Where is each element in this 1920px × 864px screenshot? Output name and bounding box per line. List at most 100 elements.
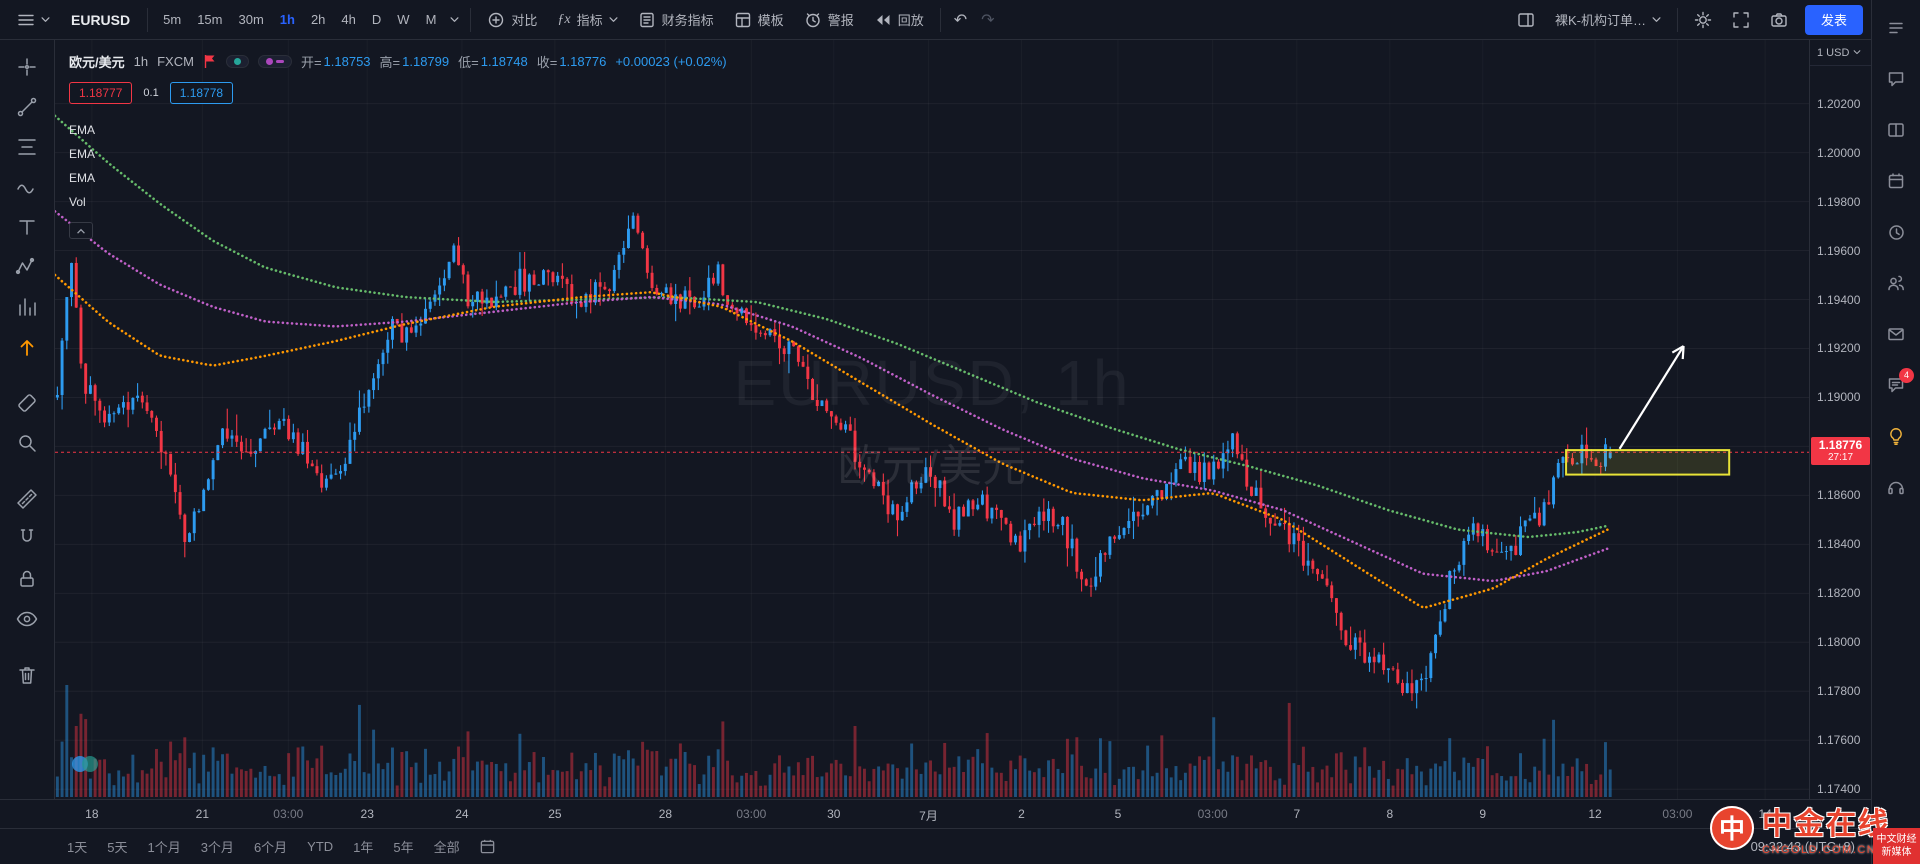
alert-clock-icon [805,12,820,27]
eraser-tool-icon[interactable] [14,390,40,416]
legend-high: 高= 1.18799 [379,54,450,70]
timeframe-2h[interactable]: 2h [303,5,333,35]
legend-open: 开= 1.18753 [300,54,371,70]
magnet-tool-icon[interactable] [14,526,40,552]
chart-legend: 欧元/美元 1h FXCM 开= 1.18753 高= 1.18799 低= 1.18… [69,52,727,71]
legend-collapse-button[interactable] [69,222,93,239]
range-button-8[interactable]: 全部 [433,840,460,855]
range-button-0[interactable]: 1天 [67,840,88,855]
watchlist-icon[interactable] [1884,16,1908,40]
chat-icon[interactable]: 4 [1884,368,1914,397]
cursor-tool-icon[interactable] [14,54,40,80]
purple-dot-icon [265,58,273,65]
templates-button[interactable]: 模板 [725,5,793,35]
marker-toggle-purple[interactable] [257,55,292,68]
sell-button[interactable]: 1.18777 [69,82,133,104]
buy-button[interactable]: 1.18778 [169,82,234,104]
indicator-row-ema-1[interactable]: EMA [69,147,96,161]
legend-exchange[interactable]: FXCM [157,54,194,69]
support-icon[interactable] [1884,475,1908,499]
last-price-tag: 1.18776 27:17 [1811,437,1870,466]
marker-toggle-green[interactable] [225,55,249,68]
quote-row: 1.18777 0.1 1.18778 [69,82,234,104]
timeframe-4h[interactable]: 4h [333,5,363,35]
range-button-3[interactable]: 3个月 [200,840,234,855]
chevron-down-icon [1854,50,1861,55]
timeframe-more-button[interactable] [446,5,463,35]
calendar-icon[interactable] [1884,169,1908,193]
undo-button[interactable]: ↶ [948,5,973,35]
compare-button[interactable]: 对比 [478,5,546,35]
chart-pane[interactable]: EURUSD, 1h 欧元/美元 欧元/美元 1h FXCM 开= 1.18753… [55,40,1809,799]
layout-name-button[interactable]: 裸K-机构订单… [1546,5,1670,35]
timeframe-5m[interactable]: 5m [155,5,189,35]
clock[interactable]: 09:32:43 (UTC+8) [1750,839,1855,854]
price-axis-header[interactable]: 1 USD [1810,40,1871,66]
ideas-icon[interactable] [1884,67,1908,91]
last-price-value: 1.18776 [1818,438,1863,453]
community-icon[interactable] [1884,271,1908,295]
trendline-tool-icon[interactable] [14,94,40,120]
eye-tool-icon[interactable] [14,606,40,632]
chevron-down-icon [609,16,618,22]
range-button-5[interactable]: YTD [307,839,334,854]
fib-tool-icon[interactable] [14,134,40,160]
timeframe-M[interactable]: M [418,5,445,35]
timeframe-15m[interactable]: 15m [189,5,230,35]
indicator-row-ema-2[interactable]: EMA [69,171,96,185]
replay-label: 回放 [897,13,924,28]
lock-tool-icon[interactable] [14,566,40,592]
templates-icon [735,12,750,27]
panels-icon[interactable] [1884,118,1908,142]
fullscreen-button[interactable] [1723,5,1759,35]
forecast-tool-icon[interactable] [14,294,40,320]
timeframe-30m[interactable]: 30m [230,5,271,35]
pattern-tool-icon[interactable] [14,254,40,280]
go-to-date-button[interactable] [479,838,496,855]
price-tick: 1.19400 [1817,292,1861,307]
range-selector: 1天 5天 1个月 3个月 6个月 YTD 1年 5年 全部 [58,833,469,860]
divider [939,7,941,32]
timeframe-D[interactable]: D [364,5,389,35]
range-button-2[interactable]: 1个月 [147,840,181,855]
arrow-tool-icon[interactable] [14,334,40,360]
chart-canvas[interactable] [55,40,1809,799]
publish-button[interactable]: 发表 [1804,4,1863,35]
ruler-tool-icon[interactable] [14,486,40,512]
layout-panel-button[interactable] [1508,5,1544,35]
price-axis[interactable]: 1 USD 1.20200 1.20000 1.19800 1.19600 1.1940… [1809,40,1871,799]
settings-button[interactable] [1685,5,1721,35]
price-tick: 1.17600 [1817,733,1861,748]
time-tick: 7月 [919,809,938,823]
trash-tool-icon[interactable] [14,662,40,688]
time-axis[interactable]: 18 21 03:00 23 24 25 28 03:00 30 7月 2 5 03:00 7 8 9 12 03… [0,799,1871,828]
zoom-tool-icon[interactable] [14,430,40,456]
indicators-button[interactable]: ƒx 指标 [548,5,626,35]
timeframe-1h[interactable]: 1h [272,5,303,35]
text-tool-icon[interactable] [14,214,40,240]
history-icon[interactable] [1884,220,1908,244]
legend-symbol[interactable]: 欧元/美元 [69,55,125,70]
inbox-icon[interactable] [1884,322,1908,346]
range-button-6[interactable]: 1年 [353,840,374,855]
legend-interval[interactable]: 1h [133,54,149,69]
symbol-button[interactable]: EURUSD [71,11,131,28]
main-menu-button[interactable] [8,5,59,35]
lightbulb-icon[interactable] [1884,424,1908,448]
range-button-4[interactable]: 6个月 [253,840,288,855]
bottom-toolbar: 1天 5天 1个月 3个月 6个月 YTD 1年 5年 全部 09:32:43 (UTC+8) [0,828,1871,864]
main-column: EURUSD 5m 15m 30m 1h 2h 4h D W M 对比 ƒx 指标 财务指标 [0,4,1871,864]
redo-button[interactable]: ↷ [975,5,1000,35]
range-button-7[interactable]: 5年 [393,840,414,855]
alerts-button[interactable]: 警报 [795,5,863,35]
brush-tool-icon[interactable] [14,174,40,200]
indicator-row-ema-0[interactable]: EMA [69,123,96,137]
green-dot-icon [233,58,241,65]
financials-button[interactable]: 财务指标 [629,5,723,35]
indicator-row-vol-3[interactable]: Vol [69,195,86,209]
range-button-1[interactable]: 5天 [107,840,128,855]
replay-button[interactable]: 回放 [865,5,933,35]
timeframe-W[interactable]: W [389,5,417,35]
snapshot-button[interactable] [1761,5,1797,35]
